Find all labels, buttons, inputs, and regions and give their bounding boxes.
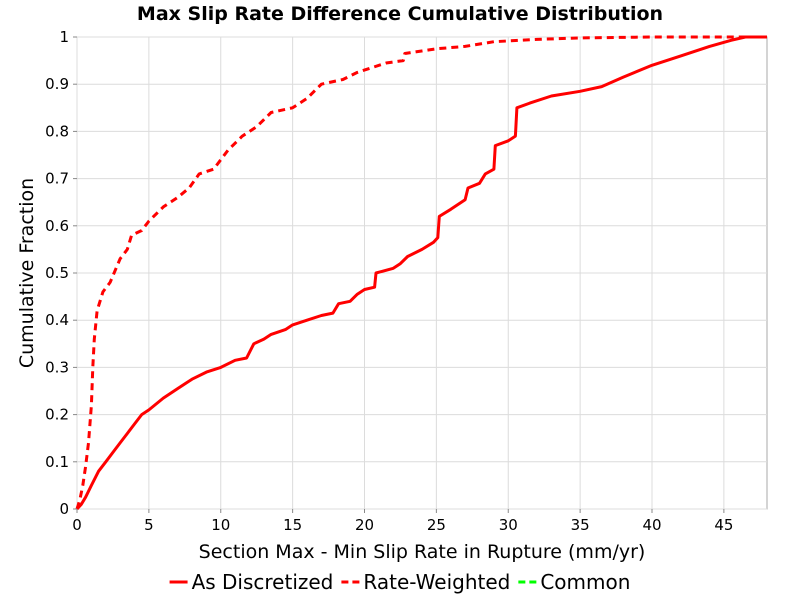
horizontal-gridlines	[77, 36, 767, 510]
x-tick-label: 20	[355, 516, 374, 534]
x-tick-label: 15	[283, 516, 302, 534]
legend: As Discretized Rate-Weighted Common	[169, 570, 630, 594]
y-axis-ticks: 0 0.1 0.2 0.3 0.4 0.5 0.6 0.7 0.8 0.9 1	[45, 28, 77, 518]
x-axis-ticks: 0 5 10 15 20 25 30 35 40 45	[72, 509, 733, 534]
x-tick-label: 40	[642, 516, 661, 534]
x-tick-label: 25	[427, 516, 446, 534]
series-layer	[75, 35, 767, 511]
y-tick-label: 0.4	[45, 311, 69, 329]
legend-label: As Discretized	[192, 570, 334, 594]
x-axis-label: Section Max - Min Slip Rate in Rupture (…	[199, 541, 646, 563]
series-line-rate-weighted	[75, 35, 767, 510]
x-tick-label: 45	[714, 516, 733, 534]
x-tick-label: 30	[499, 516, 518, 534]
legend-label: Rate-Weighted	[363, 570, 510, 594]
legend-label: Common	[540, 570, 630, 594]
y-tick-label: 0.1	[45, 453, 69, 471]
y-tick-label: 1	[59, 28, 69, 46]
x-tick-label: 5	[144, 516, 154, 534]
y-tick-label: 0.8	[45, 122, 69, 140]
x-tick-label: 35	[571, 516, 590, 534]
y-tick-label: 0.7	[45, 170, 69, 188]
y-tick-label: 0.6	[45, 217, 69, 235]
y-tick-label: 0	[59, 500, 69, 518]
y-tick-label: 0.5	[45, 264, 69, 282]
series-line-as-discretized	[75, 35, 767, 511]
y-tick-label: 0.2	[45, 406, 69, 424]
y-tick-label: 0.3	[45, 358, 69, 376]
x-tick-label: 0	[72, 516, 82, 534]
y-tick-label: 0.9	[45, 75, 69, 93]
x-tick-label: 10	[211, 516, 230, 534]
y-axis-label: Cumulative Fraction	[16, 178, 38, 368]
chart-title: Max Slip Rate Difference Cumulative Dist…	[137, 3, 663, 25]
